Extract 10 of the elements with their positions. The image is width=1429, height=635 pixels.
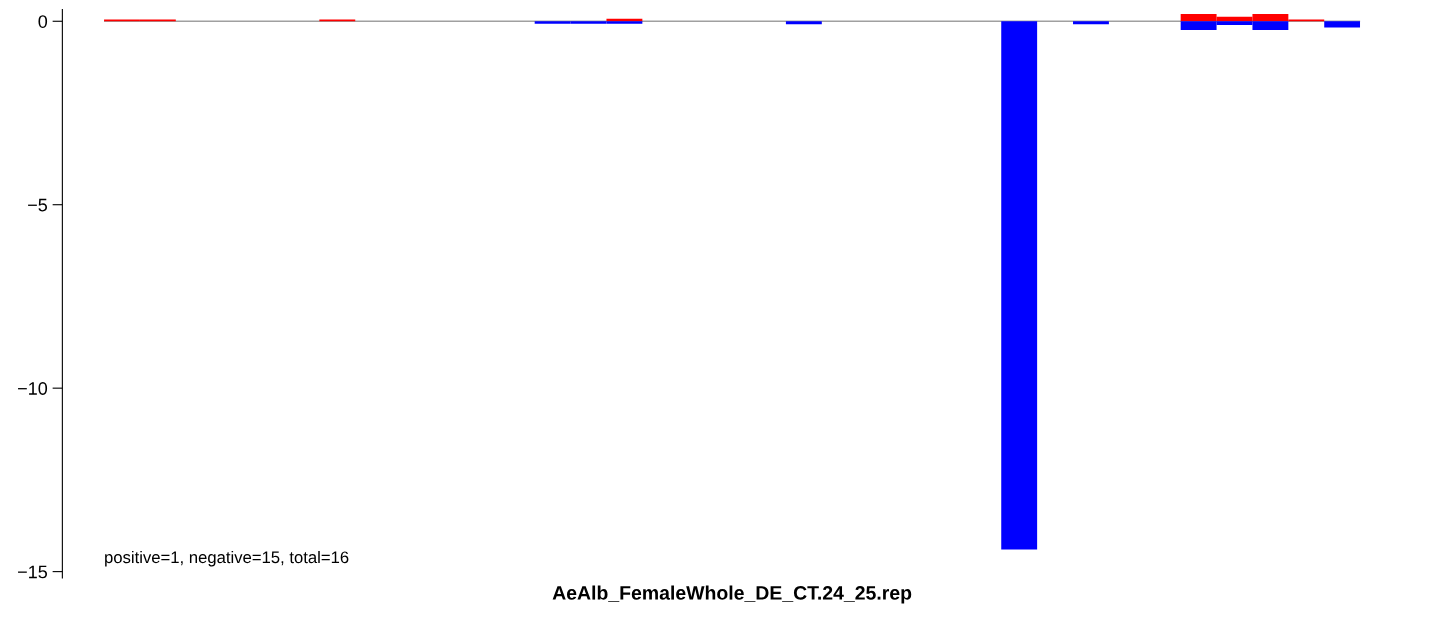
bar	[1324, 21, 1361, 28]
bar	[1001, 21, 1038, 550]
y-tick-label: −15	[18, 565, 48, 579]
annotation: positive=1, negative=15, total=16	[105, 550, 349, 567]
x-axis-title: AeAlb_FemaleWhole_DE_CT.24_25.rep	[552, 585, 912, 604]
y-tick-label: 0	[38, 15, 48, 28]
bar	[785, 21, 822, 25]
y-tick-label: −5	[28, 198, 48, 212]
y-tick-label: −10	[18, 382, 48, 395]
bar	[1073, 21, 1109, 25]
